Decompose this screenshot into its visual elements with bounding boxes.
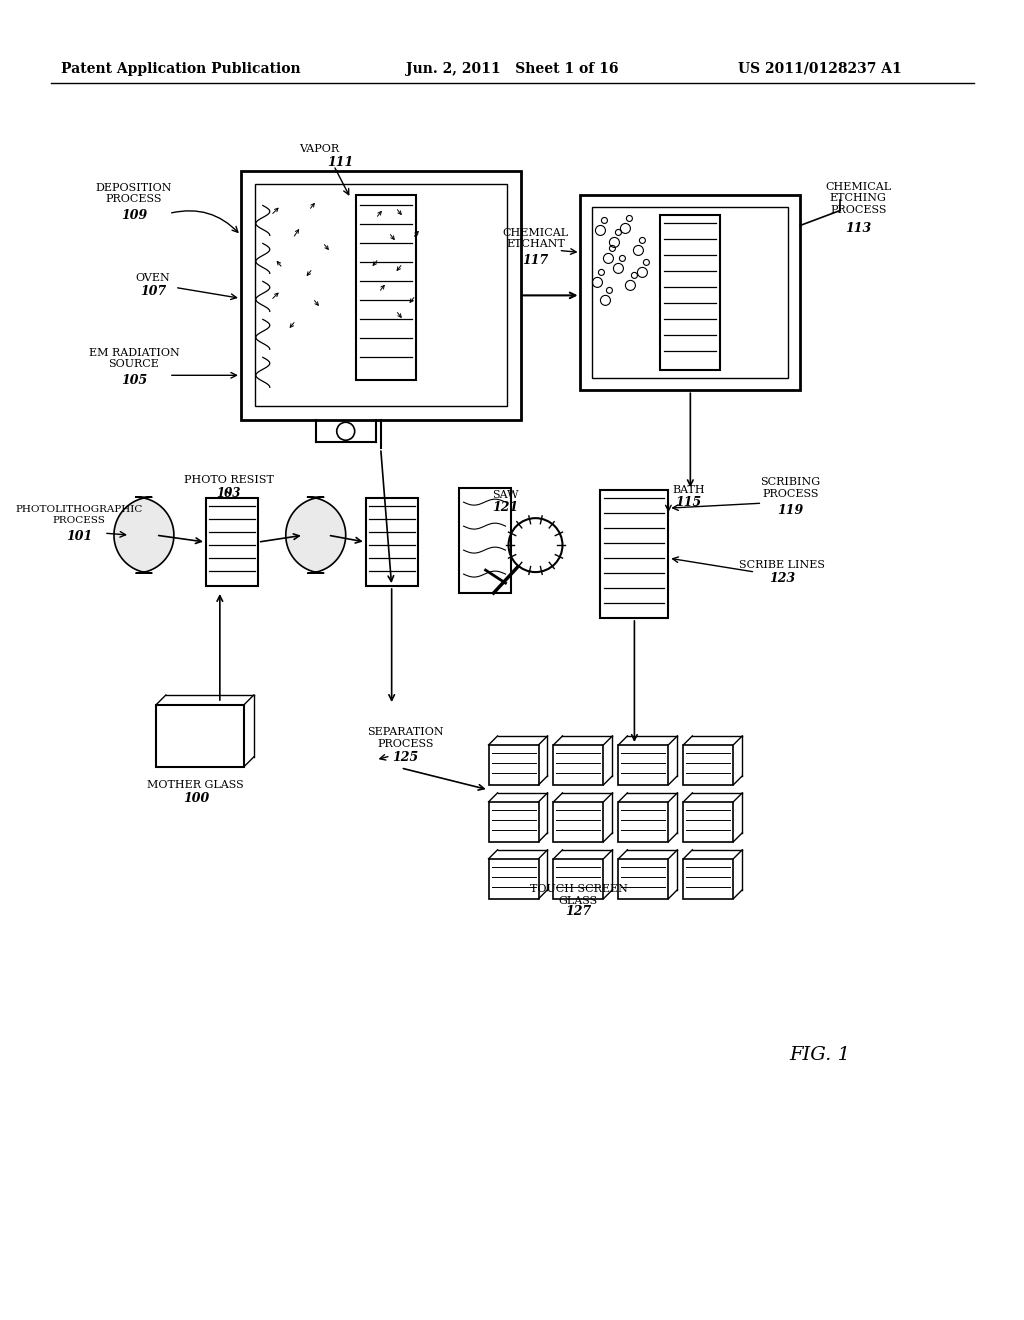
Text: 115: 115 xyxy=(675,496,701,508)
Bar xyxy=(355,195,416,380)
Text: Jun. 2, 2011   Sheet 1 of 16: Jun. 2, 2011 Sheet 1 of 16 xyxy=(407,62,618,75)
Text: VAPOR: VAPOR xyxy=(299,144,339,153)
Bar xyxy=(488,744,539,785)
Bar xyxy=(683,801,733,842)
Text: PHOTOLITHOGRAPHIC
PROCESS: PHOTOLITHOGRAPHIC PROCESS xyxy=(15,506,142,525)
Text: US 2011/0128237 A1: US 2011/0128237 A1 xyxy=(738,62,902,75)
Text: 109: 109 xyxy=(121,209,147,222)
Text: 117: 117 xyxy=(522,253,549,267)
Text: 101: 101 xyxy=(66,529,92,543)
Bar xyxy=(366,498,418,586)
Bar xyxy=(581,195,800,391)
Text: 107: 107 xyxy=(140,285,166,298)
Bar xyxy=(241,170,520,420)
Text: 100: 100 xyxy=(182,792,209,805)
Text: PHOTO RESIST: PHOTO RESIST xyxy=(184,475,273,486)
Polygon shape xyxy=(286,498,346,573)
Text: 113: 113 xyxy=(845,222,871,235)
Text: 127: 127 xyxy=(565,906,592,919)
Text: SCRIBING
PROCESS: SCRIBING PROCESS xyxy=(760,478,820,499)
Bar xyxy=(660,215,720,371)
Bar xyxy=(255,185,507,407)
Text: FIG. 1: FIG. 1 xyxy=(790,1045,851,1064)
Bar xyxy=(618,859,669,899)
Text: EM RADIATION
SOURCE: EM RADIATION SOURCE xyxy=(88,347,179,370)
Bar xyxy=(554,744,603,785)
Text: CHEMICAL
ETCHING
PROCESS: CHEMICAL ETCHING PROCESS xyxy=(825,182,891,215)
Bar xyxy=(554,801,603,842)
Text: SAW: SAW xyxy=(493,490,519,500)
Bar xyxy=(593,207,788,379)
Bar xyxy=(206,498,258,586)
Text: MOTHER GLASS: MOTHER GLASS xyxy=(147,780,245,789)
Text: 125: 125 xyxy=(392,751,419,764)
Text: 119: 119 xyxy=(777,504,804,516)
Bar xyxy=(488,859,539,899)
Text: DEPOSITION
PROCESS: DEPOSITION PROCESS xyxy=(95,182,172,205)
Text: 105: 105 xyxy=(121,374,147,387)
Bar xyxy=(488,801,539,842)
Bar xyxy=(618,801,669,842)
Bar xyxy=(683,859,733,899)
Text: 111: 111 xyxy=(328,156,354,169)
Text: BATH: BATH xyxy=(672,486,705,495)
Text: TOUCH SCREEN
GLASS: TOUCH SCREEN GLASS xyxy=(529,884,628,906)
Bar xyxy=(618,744,669,785)
Text: 121: 121 xyxy=(493,500,519,513)
Bar xyxy=(459,488,511,593)
Text: CHEMICAL
ETCHANT: CHEMICAL ETCHANT xyxy=(503,227,568,249)
Text: 123: 123 xyxy=(769,572,796,585)
Text: OVEN: OVEN xyxy=(135,273,170,284)
Text: Patent Application Publication: Patent Application Publication xyxy=(61,62,301,75)
Bar xyxy=(683,744,733,785)
Bar xyxy=(554,859,603,899)
Text: SEPARATION
PROCESS: SEPARATION PROCESS xyxy=(368,727,444,748)
Bar xyxy=(156,705,244,767)
Text: SCRIBE LINES: SCRIBE LINES xyxy=(739,560,825,570)
Bar xyxy=(600,490,669,618)
Polygon shape xyxy=(114,498,174,573)
Text: 103: 103 xyxy=(217,487,241,500)
